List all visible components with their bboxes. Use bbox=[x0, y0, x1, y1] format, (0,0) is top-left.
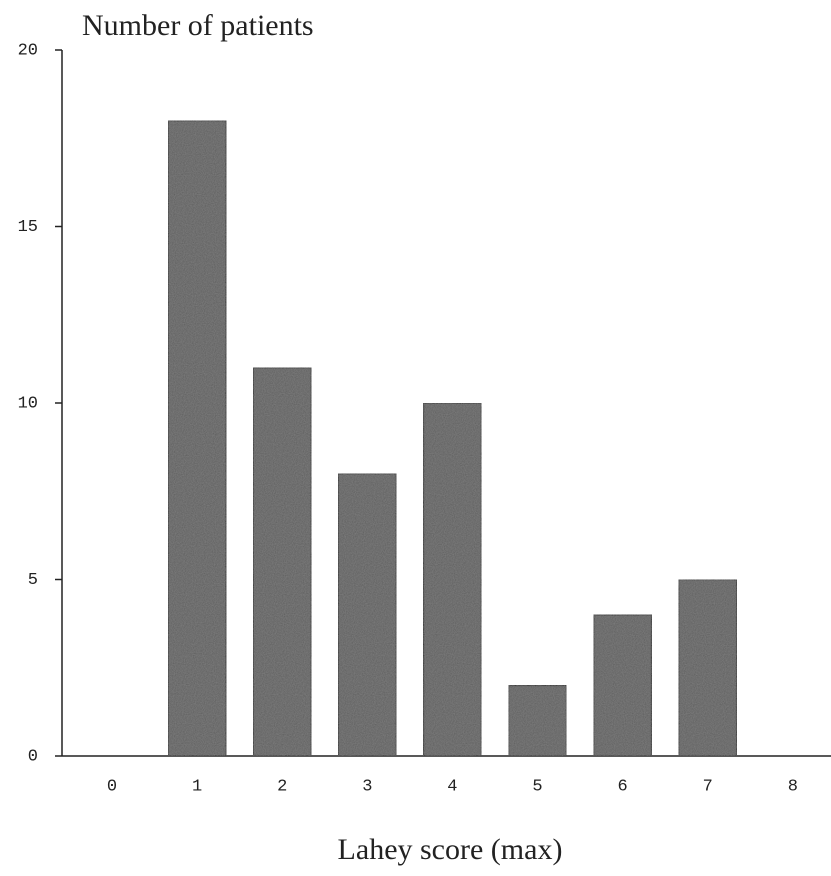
x-tick-label: 0 bbox=[107, 777, 117, 796]
y-tick-label: 0 bbox=[28, 747, 38, 766]
y-tick-label: 20 bbox=[18, 41, 38, 60]
y-tick-label: 10 bbox=[18, 394, 38, 413]
bar bbox=[677, 578, 738, 757]
bar bbox=[592, 614, 653, 757]
bar bbox=[167, 119, 227, 757]
x-tick-label: 3 bbox=[362, 777, 372, 796]
x-tick-label: 7 bbox=[703, 777, 713, 796]
y-tick-label: 5 bbox=[28, 571, 38, 590]
x-tick-label: 6 bbox=[617, 777, 627, 796]
bar bbox=[422, 402, 483, 757]
x-tick-label: 1 bbox=[192, 777, 202, 796]
x-tick-label: 8 bbox=[788, 777, 798, 796]
x-tick-label: 5 bbox=[532, 777, 542, 796]
bar bbox=[337, 472, 398, 757]
x-axis-label: Lahey score (max) bbox=[338, 833, 563, 866]
x-tick-label: 4 bbox=[447, 777, 457, 796]
bar bbox=[252, 366, 312, 757]
y-axis-label: Number of patients bbox=[82, 9, 314, 42]
y-tick-label: 15 bbox=[18, 218, 38, 237]
bar bbox=[507, 684, 568, 757]
x-tick-label: 2 bbox=[277, 777, 287, 796]
